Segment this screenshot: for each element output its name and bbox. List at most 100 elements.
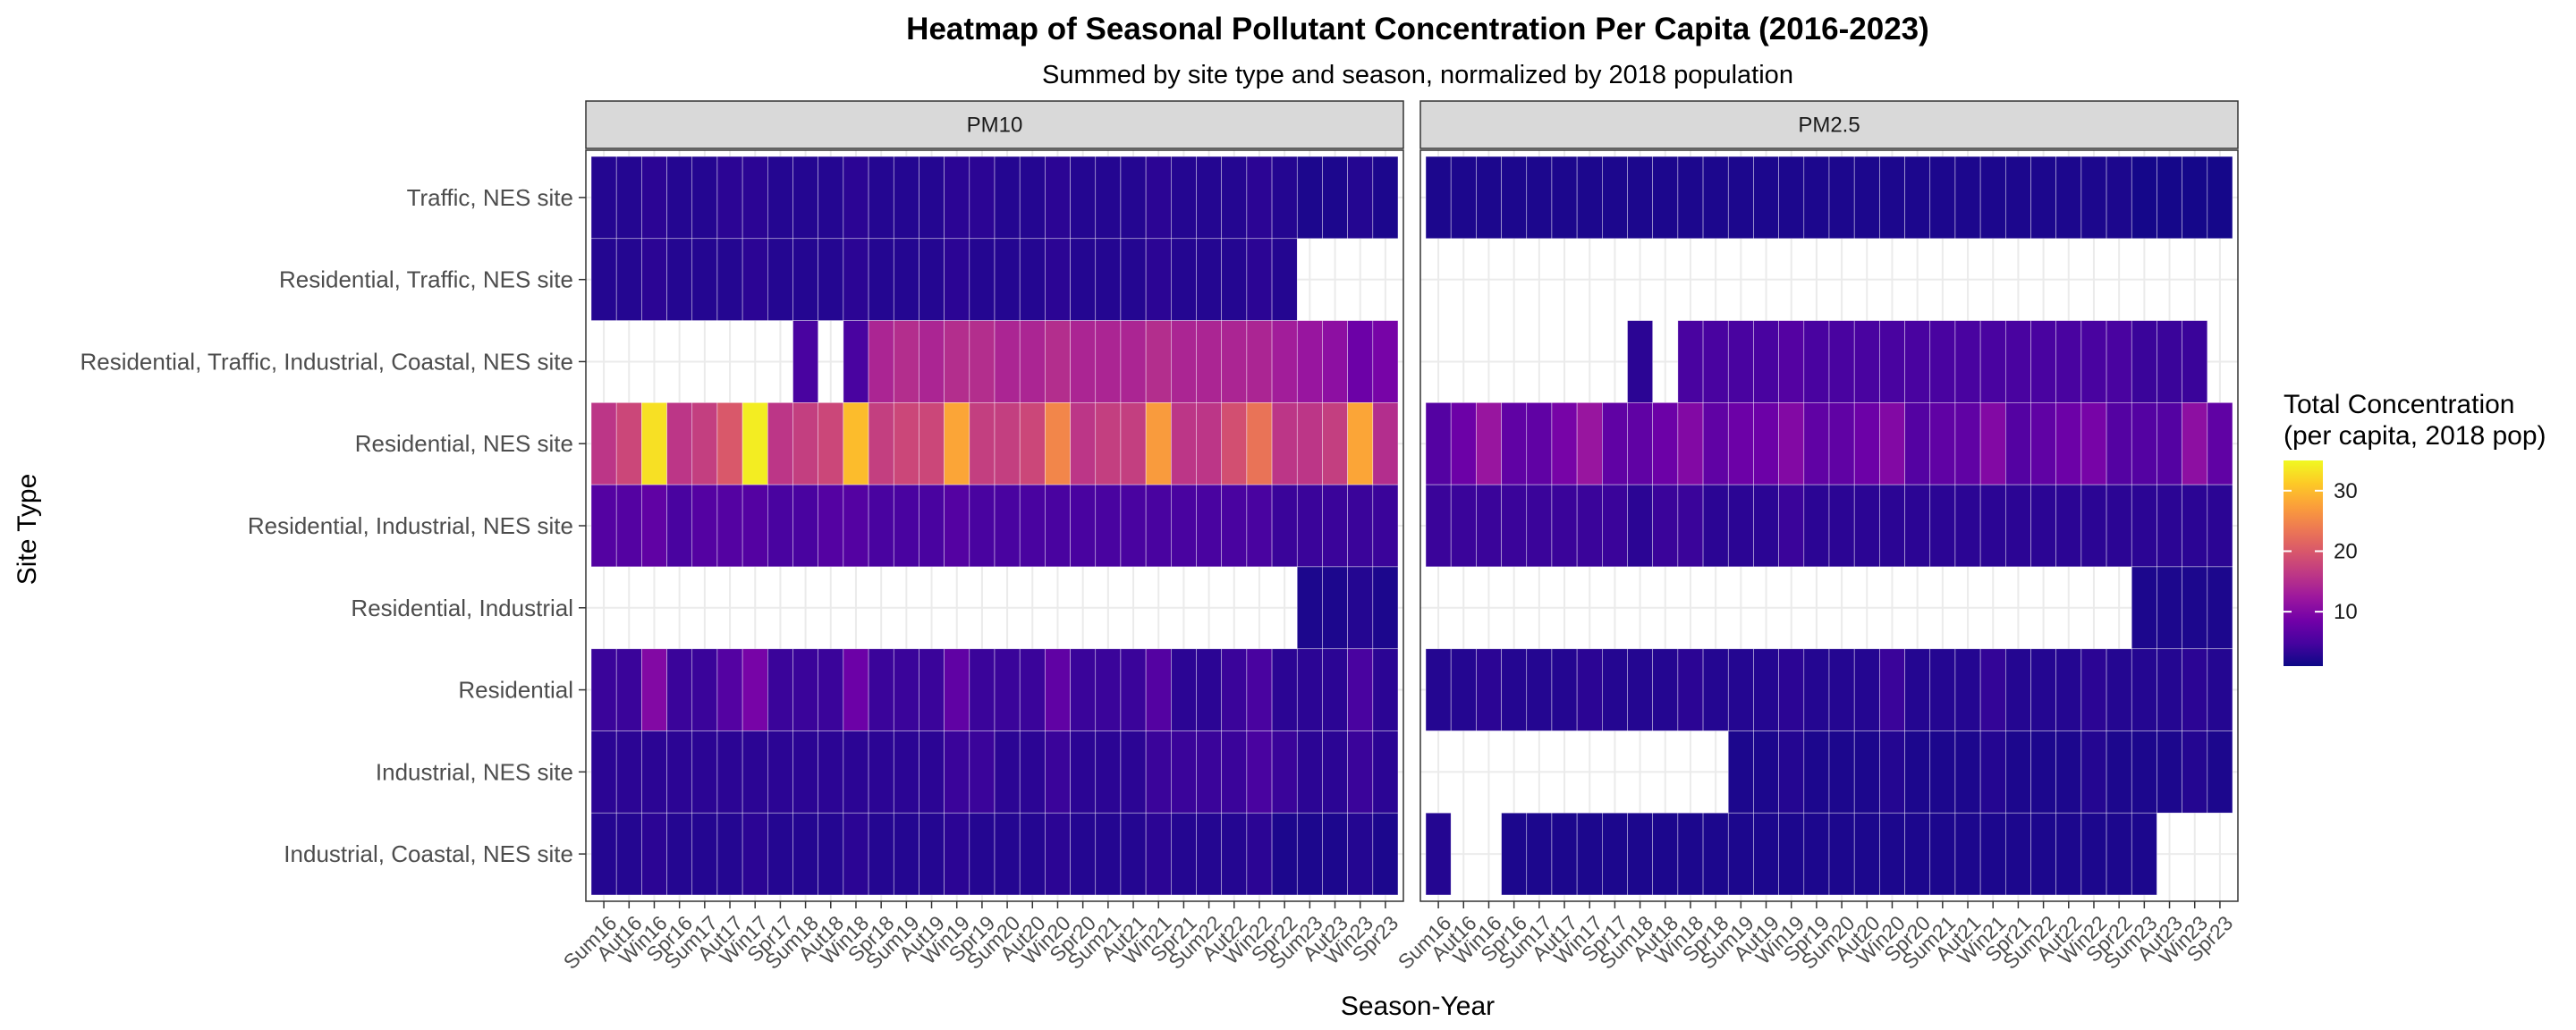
heatmap-cell [919, 812, 945, 896]
heatmap-cell [1652, 156, 1679, 240]
heatmap-cell [1627, 812, 1653, 896]
heatmap-cell [1322, 156, 1348, 240]
heatmap-cell [1070, 484, 1097, 568]
heatmap-cell [893, 156, 919, 240]
heatmap-cell [691, 484, 718, 568]
heatmap-cell [1551, 648, 1578, 731]
heatmap-cell [2157, 402, 2182, 485]
heatmap-cell [1145, 320, 1172, 403]
heatmap-cell [716, 238, 743, 321]
heatmap-cell [2055, 730, 2082, 814]
heatmap-cell [1271, 238, 1298, 321]
heatmap-cell [767, 730, 793, 814]
heatmap-cell [1803, 484, 1830, 568]
heatmap-cell [1702, 812, 1729, 896]
heatmap-cell [1551, 812, 1578, 896]
heatmap-cell [1702, 484, 1729, 568]
heatmap-cell [1095, 402, 1122, 485]
heatmap-cell [944, 238, 970, 321]
heatmap-cell [767, 238, 793, 321]
heatmap-cell [1929, 648, 1956, 731]
heatmap-cell [818, 648, 844, 731]
heatmap-cell [1904, 402, 1931, 485]
heatmap-cell [2005, 648, 2031, 731]
heatmap-cell [1372, 730, 1399, 814]
heatmap-cell [1120, 484, 1147, 568]
heatmap-cell [1296, 402, 1323, 485]
heatmap-cell [1171, 238, 1197, 321]
heatmap-cell [1196, 484, 1222, 568]
heatmap-cell [843, 730, 869, 814]
heatmap-cell [2005, 320, 2031, 403]
heatmap-cell [2131, 730, 2157, 814]
heatmap-cell [1296, 484, 1323, 568]
heatmap-cell [1246, 402, 1273, 485]
heatmap-cell [1196, 812, 1222, 896]
heatmap-cell [1095, 812, 1122, 896]
heatmap-cell [590, 156, 617, 240]
heatmap-cell [1879, 648, 1905, 731]
heatmap-cell [1954, 320, 1981, 403]
heatmap-cell [1271, 730, 1298, 814]
heatmap-cell [1019, 812, 1046, 896]
heatmap-cell [2182, 484, 2208, 568]
heatmap-cell [2080, 730, 2107, 814]
heatmap-cell [1929, 402, 1956, 485]
heatmap-cell [590, 238, 617, 321]
heatmap-cell [1576, 648, 1603, 731]
heatmap-cell [741, 730, 768, 814]
heatmap-cell [2157, 566, 2182, 649]
heatmap-cell [843, 156, 869, 240]
heatmap-cell [1347, 566, 1374, 649]
heatmap-cell [1803, 730, 1830, 814]
heatmap-cell [868, 156, 894, 240]
legend-tick-label: 20 [2334, 539, 2358, 563]
heatmap-cell [1476, 402, 1502, 485]
heatmap-cell [843, 812, 869, 896]
heatmap-cell [1045, 484, 1071, 568]
heatmap-cell [2207, 484, 2233, 568]
y-tick-label: Residential, Traffic, Industrial, Coasta… [80, 348, 573, 375]
heatmap-cell [1551, 484, 1578, 568]
heatmap-cell [741, 648, 768, 731]
heatmap-cell [1372, 484, 1399, 568]
heatmap-cell [1221, 402, 1248, 485]
heatmap-cell [818, 484, 844, 568]
heatmap-cell [1627, 484, 1653, 568]
heatmap-cell [1322, 484, 1348, 568]
heatmap-cell [1120, 648, 1147, 731]
heatmap-cell [1979, 320, 2006, 403]
heatmap-cell [944, 156, 970, 240]
heatmap-cell [1120, 402, 1147, 485]
heatmap-cell [767, 402, 793, 485]
heatmap-cell [1221, 238, 1248, 321]
heatmap-cell [1070, 320, 1097, 403]
heatmap-cell [1019, 648, 1046, 731]
heatmap-cell [868, 484, 894, 568]
heatmap-cell [792, 402, 818, 485]
heatmap-cell [792, 484, 818, 568]
heatmap-cell [1296, 730, 1323, 814]
heatmap-cell [1828, 156, 1855, 240]
heatmap-cell [1602, 402, 1628, 485]
heatmap-cell [2030, 484, 2056, 568]
heatmap-cell [1120, 238, 1147, 321]
legend-title-line2: (per capita, 2018 pop) [2284, 421, 2546, 451]
heatmap-cell [2182, 156, 2208, 240]
heatmap-cell [944, 730, 970, 814]
heatmap-cell [1753, 648, 1779, 731]
heatmap-cell [944, 812, 970, 896]
heatmap-cell [1576, 156, 1603, 240]
heatmap-cell [969, 238, 996, 321]
heatmap-cell [1145, 812, 1172, 896]
heatmap-cell [590, 484, 617, 568]
heatmap-cell [2207, 730, 2233, 814]
heatmap-cell [1476, 484, 1502, 568]
heatmap-cell [2131, 320, 2157, 403]
heatmap-cell [1070, 730, 1097, 814]
heatmap-cell [2005, 156, 2031, 240]
heatmap-cell [615, 238, 642, 321]
heatmap-cell [2080, 156, 2107, 240]
heatmap-cell [1979, 156, 2006, 240]
y-tick-label: Residential, Traffic, NES site [279, 266, 573, 293]
